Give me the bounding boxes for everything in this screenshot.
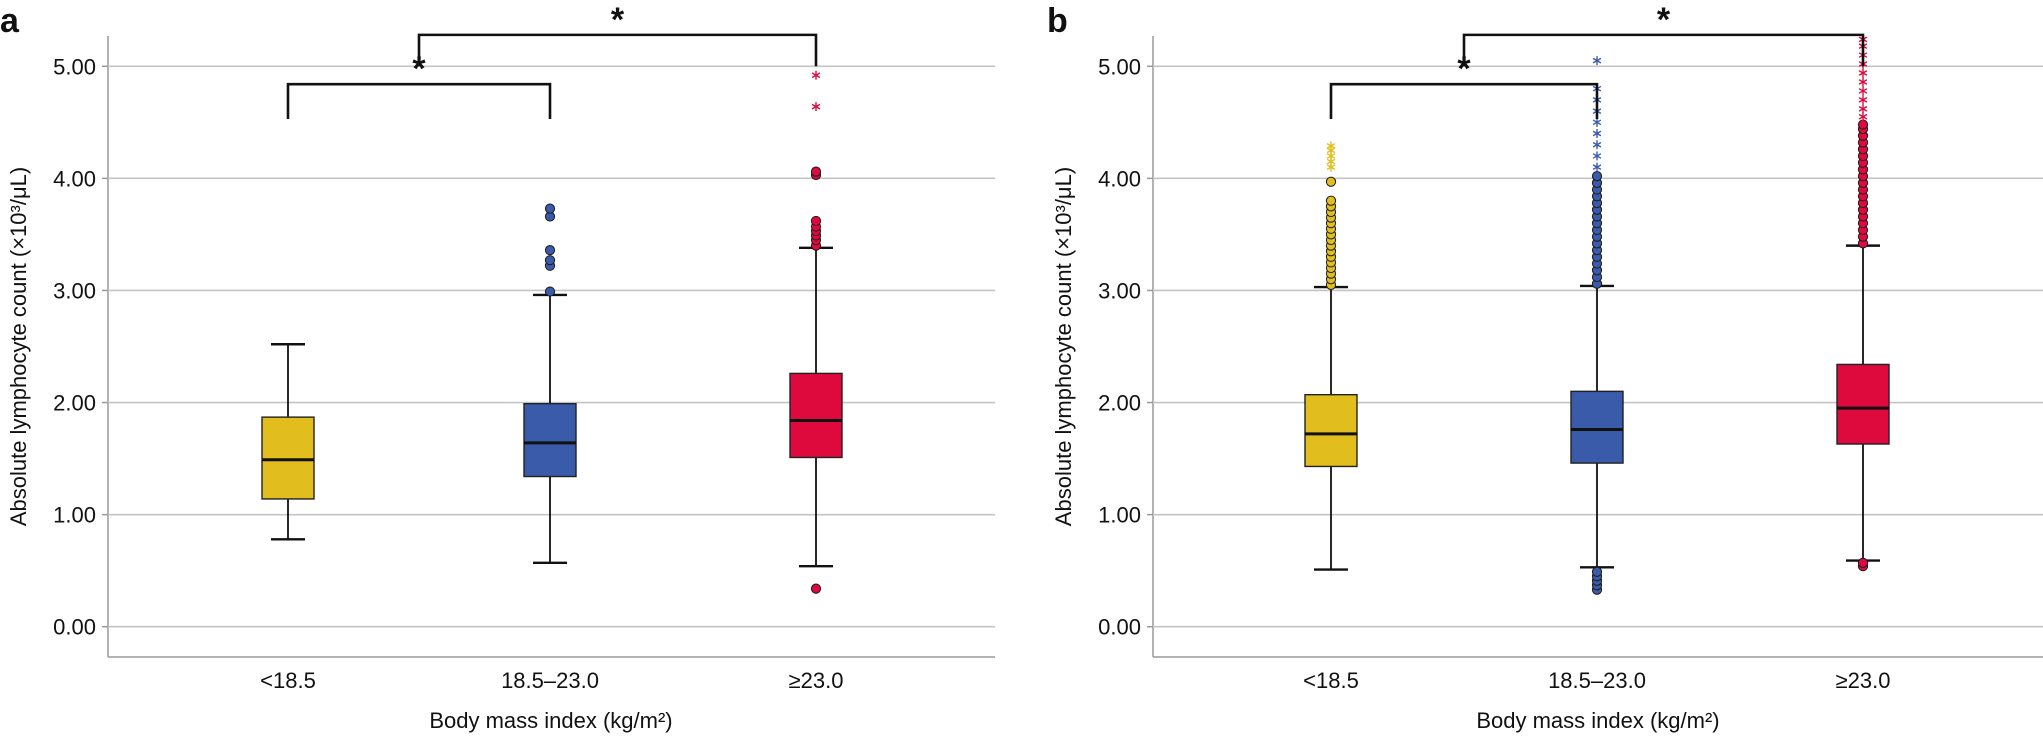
x-category-label: 18.5–23.0 <box>501 668 599 693</box>
extreme-point <box>1592 151 1602 161</box>
y-axis-label-a: Absolute lymphocyte count (×10³/μL) <box>6 167 31 526</box>
box-0 <box>1304 394 1358 468</box>
y-tick-label: 2.00 <box>1098 391 1141 416</box>
extreme-point <box>1858 95 1868 105</box>
panel-letter-a: a <box>0 2 20 40</box>
extreme-point <box>1592 140 1602 150</box>
y-tick-label: 0.00 <box>1098 615 1141 640</box>
x-category-label: ≥23.0 <box>789 668 844 693</box>
y-tick-label: 4.00 <box>53 166 96 191</box>
extreme-point <box>811 102 821 112</box>
extreme-point <box>1858 77 1868 87</box>
outlier-point <box>544 203 556 214</box>
y-tick-labels-b: 0.00 1.00 2.00 3.00 4.00 5.00 <box>1098 54 1141 639</box>
y-tick-label: 1.00 <box>1098 503 1141 528</box>
significance-bracket <box>417 33 818 67</box>
extreme-point <box>1326 141 1336 151</box>
outlier-point <box>810 583 822 594</box>
significance-star: * <box>412 50 426 88</box>
outlier-point <box>1325 195 1337 206</box>
significance-brackets-a: ** <box>286 1 818 119</box>
x-category-labels-a: <18.5 18.5–23.0 ≥23.0 <box>260 668 843 693</box>
y-tick-label: 0.00 <box>53 615 96 640</box>
x-category-label: <18.5 <box>1303 668 1359 693</box>
outlier-point <box>544 286 556 297</box>
x-axis-label-a: Body mass index (kg/m²) <box>429 708 672 733</box>
panel-letter-b: b <box>1047 2 1068 40</box>
x-category-labels-b: <18.5 18.5–23.0 ≥23.0 <box>1303 668 1890 693</box>
box-2 <box>1836 363 1890 445</box>
y-tick-label: 5.00 <box>1098 54 1141 79</box>
outlier-point <box>1325 176 1337 187</box>
extreme-point <box>1592 162 1602 172</box>
outlier-point <box>810 215 822 227</box>
y-tick-label: 3.00 <box>53 278 96 303</box>
x-category-label: <18.5 <box>260 668 316 693</box>
y-tick-label: 5.00 <box>53 54 96 79</box>
boxplots-a <box>261 70 843 594</box>
grid-lines-b <box>1147 36 2043 658</box>
extreme-point <box>1592 129 1602 139</box>
extreme-point <box>811 70 821 80</box>
x-category-label: 18.5–23.0 <box>1548 668 1646 693</box>
y-tick-label: 1.00 <box>53 503 96 528</box>
x-axis-label-b: Body mass index (kg/m²) <box>1476 708 1719 733</box>
outlier-point <box>544 255 556 266</box>
significance-bracket <box>1329 82 1599 119</box>
outlier-point <box>1591 566 1603 577</box>
box-0 <box>261 416 315 500</box>
x-category-label: ≥23.0 <box>1836 668 1891 693</box>
extreme-point <box>1592 56 1602 66</box>
y-axis-label-b: Absolute lymphocyte count (×10³/μL) <box>1051 167 1076 526</box>
extreme-point <box>1592 117 1602 127</box>
significance-bracket <box>1462 33 1865 67</box>
box-1 <box>1570 390 1624 464</box>
significance-bracket <box>286 82 552 119</box>
panel-b: b ** 0.001.002.003.004.005.00 <18.5 18.5–… <box>1047 1 2043 733</box>
significance-star: * <box>611 1 625 39</box>
box-1 <box>523 402 577 478</box>
extreme-point <box>1858 68 1868 78</box>
outlier-point <box>810 166 822 177</box>
y-tick-label: 2.00 <box>53 391 96 416</box>
box-2 <box>789 372 843 459</box>
extreme-point <box>1858 86 1868 96</box>
y-tick-labels-a: 0.00 1.00 2.00 3.00 4.00 5.00 <box>53 54 96 639</box>
y-tick-label: 3.00 <box>1098 278 1141 303</box>
extreme-point <box>1858 112 1868 122</box>
panel-a: a ** 0.001.002.003.004.005.00 <18.5 18.5–… <box>0 1 995 733</box>
outlier-point <box>544 244 556 256</box>
significance-star: * <box>1457 50 1471 88</box>
outlier-point <box>1857 119 1869 130</box>
outlier-point <box>1591 171 1603 182</box>
significance-star: * <box>1657 1 1671 39</box>
y-tick-label: 4.00 <box>1098 166 1141 191</box>
extreme-point <box>1858 104 1868 114</box>
outlier-point <box>1857 557 1869 568</box>
significance-brackets-b: ** <box>1329 1 1865 119</box>
